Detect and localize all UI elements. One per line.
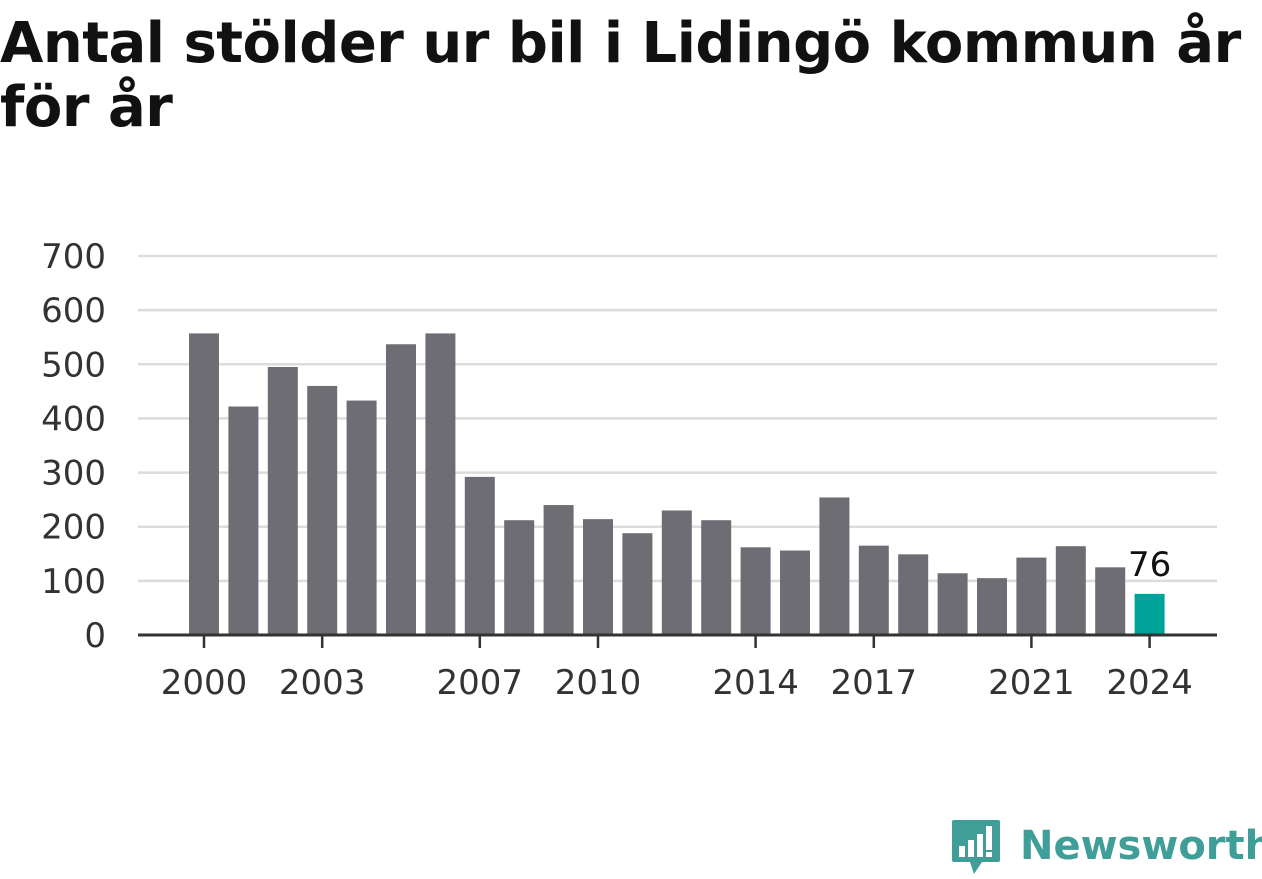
bar-2008	[504, 520, 535, 635]
bar-2006	[425, 333, 456, 635]
bar-2023	[1095, 567, 1126, 635]
bars	[189, 333, 1165, 635]
data-labels: 76	[1128, 545, 1171, 585]
bar-2014	[740, 547, 771, 635]
y-tick-label: 700	[41, 237, 106, 277]
bar-2018	[898, 554, 929, 635]
bar-2011	[622, 533, 653, 635]
bar-2020	[977, 578, 1007, 635]
bar-2012	[661, 510, 692, 635]
x-tick-label: 2010	[555, 663, 642, 703]
x-tick-label: 2014	[712, 663, 799, 703]
newsworthy-logo-text: Newsworthy	[1020, 823, 1262, 869]
x-axis	[138, 633, 1217, 648]
bar-2024	[1134, 593, 1165, 635]
bar-2009	[543, 505, 574, 635]
y-tick-label: 0	[84, 616, 106, 656]
y-tick-label: 200	[41, 508, 106, 548]
bar-2022	[1055, 546, 1086, 635]
chart-title: Antal stölder ur bil i Lidingö kommun år…	[0, 11, 1241, 140]
y-tick-label: 400	[41, 399, 106, 439]
y-tick-label: 500	[41, 345, 106, 385]
x-tick-label: 2024	[1106, 663, 1193, 703]
y-tick-label: 100	[41, 562, 106, 602]
bar-2010	[583, 519, 613, 635]
newsworthy-logo: Newsworthy	[950, 818, 1262, 879]
bar-2017	[858, 545, 889, 635]
y-tick-label: 600	[41, 291, 106, 331]
bar-2015	[780, 550, 810, 635]
newsworthy-logo-icon	[952, 820, 1000, 874]
x-tick-label: 2003	[279, 663, 366, 703]
x-tick-label: 2021	[988, 663, 1075, 703]
bar-2005	[386, 344, 416, 635]
bar-2019	[937, 573, 968, 635]
bar-2013	[701, 520, 732, 635]
bar-2000	[189, 333, 219, 635]
x-axis-tick-labels: 2000 2003 2007 2010 2014 2017 2021 2024	[161, 663, 1193, 703]
x-tick-label: 2007	[437, 663, 524, 703]
bar-2021	[1016, 557, 1047, 635]
y-tick-label: 300	[41, 454, 106, 494]
bar-2001	[228, 406, 259, 635]
bar-2007	[464, 476, 495, 635]
bar-2002	[267, 366, 298, 635]
bar-2004	[346, 400, 377, 635]
x-tick-label: 2017	[831, 663, 918, 703]
data-label-2024: 76	[1128, 545, 1171, 585]
bar-2016	[819, 497, 850, 635]
y-axis-tick-labels: 0 100 200 300 400 500 600 700	[41, 237, 106, 656]
x-tick-label: 2000	[161, 663, 248, 703]
bar-2003	[307, 385, 338, 635]
